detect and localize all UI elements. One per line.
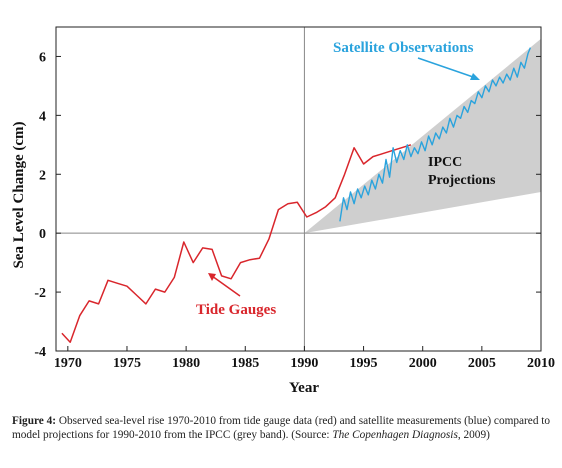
series-tide-gauges: [61, 144, 412, 343]
tide-arrow-shaft: [211, 275, 241, 297]
sea-level-chart: 1970 1975 1980 1985 1990 1995 2000 2005 2010 -4 -2…: [11, 26, 555, 396]
x-tick-label: 1980: [172, 356, 200, 371]
tide-arrow-head: [208, 273, 216, 281]
y-tick-label: 0: [39, 227, 46, 242]
plot-frame: [55, 26, 542, 352]
y-tick-label: -4: [34, 345, 46, 360]
tide-annotation: Tide Gauges: [196, 302, 276, 318]
satellite-arrow-shaft: [417, 57, 477, 79]
caption-label: Figure 4:: [12, 415, 57, 427]
tick-layer: 1970 1975 1980 1985 1990 1995 2000 2005 2010 -4 -2…: [34, 50, 555, 371]
x-tick-label: 2000: [409, 356, 437, 371]
ipcc-annotation-line2: Projections: [428, 173, 496, 188]
satellite-annotation: Satellite Observations: [333, 40, 474, 56]
series-satellite-observations: [339, 47, 532, 222]
caption-text-2: , 2009): [457, 429, 490, 441]
caption-source: The Copenhagen Diagnosis: [332, 429, 458, 441]
y-tick-label: -2: [34, 286, 46, 301]
ipcc-band: [304, 38, 541, 234]
x-tick-label: 1995: [350, 356, 378, 371]
x-tick-label: 1970: [54, 356, 82, 371]
series-layer: [61, 47, 532, 343]
y-tick-label: 2: [39, 168, 46, 183]
x-tick-label: 2010: [527, 356, 555, 371]
figure-caption: Figure 4: Observed sea-level rise 1970-2…: [12, 414, 552, 442]
ipcc-band-layer: [304, 38, 541, 234]
x-tick-label: 1985: [231, 356, 259, 371]
y-axis-title: Sea Level Change (cm): [11, 121, 27, 268]
reference-lines: [56, 27, 541, 351]
x-tick-label: 1975: [113, 356, 141, 371]
x-axis-title: Year: [289, 380, 319, 396]
ipcc-annotation-line1: IPCC: [428, 155, 462, 170]
x-tick-label: 1990: [290, 356, 318, 371]
satellite-arrow-head: [470, 73, 480, 80]
x-tick-label: 2005: [468, 356, 496, 371]
y-tick-label: 6: [39, 50, 46, 65]
y-tick-label: 4: [39, 109, 46, 124]
caption-text-1: Observed sea-level rise 1970-2010 from t…: [12, 415, 551, 441]
